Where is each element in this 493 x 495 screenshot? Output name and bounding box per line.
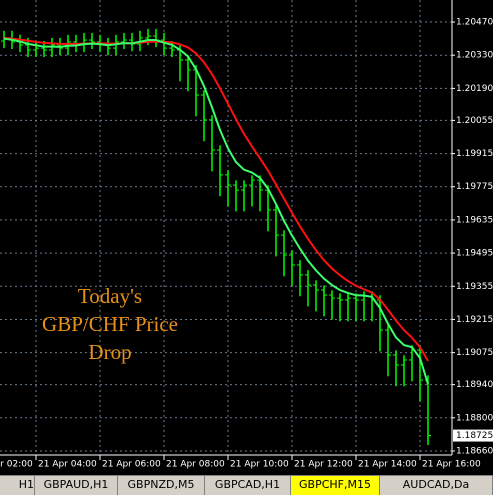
x-tick-label: 21 Apr 14:00 xyxy=(358,460,417,470)
annotation: GBP/CHF Price xyxy=(42,312,178,336)
y-tick-label: 1.20470 xyxy=(456,18,493,28)
tab[interactable]: AUDCAD,Da xyxy=(380,476,493,495)
ma-line xyxy=(3,36,429,362)
x-tick-label: 21 Apr 10:00 xyxy=(230,460,289,470)
y-tick-label: 1.19915 xyxy=(456,149,493,159)
y-tick-label: 1.20190 xyxy=(456,84,493,94)
y-tick-label: 1.18940 xyxy=(456,380,493,390)
current-price-label: 1.18725 xyxy=(456,431,493,441)
y-tick-label: 1.19075 xyxy=(456,348,493,358)
y-tick-label: 1.19775 xyxy=(456,182,493,192)
current-price-box xyxy=(453,429,493,442)
y-tick-label: 1.19495 xyxy=(456,249,493,259)
tab[interactable]: GBPAUD,H1 xyxy=(35,476,118,495)
x-tick-label: 21 Apr 08:00 xyxy=(166,460,225,470)
chart: 1.20470 1.20330 1.20190 1.20055 1.19915 1.197… xyxy=(0,0,493,475)
tab[interactable]: GBPNZD,M5 xyxy=(118,476,205,495)
y-tick-label: 1.19635 xyxy=(456,215,493,225)
y-tick-label: 1.18660 xyxy=(456,446,493,456)
tab[interactable]: GBPCAD,H1 xyxy=(205,476,291,495)
x-tick-label: 21 Apr 02:00 xyxy=(0,460,33,470)
x-tick-label: 21 Apr 16:00 xyxy=(422,460,481,470)
ma-line xyxy=(3,37,429,385)
annotation: Drop xyxy=(88,340,131,364)
annotation: Today's xyxy=(78,284,142,308)
y-tick-label: 1.19215 xyxy=(456,315,493,325)
y-tick-label: 1.19355 xyxy=(456,282,493,292)
chart-background xyxy=(0,0,493,475)
tab[interactable]: H1 xyxy=(0,476,35,495)
y-tick-label: 1.20330 xyxy=(456,51,493,61)
y-tick-label: 1.20055 xyxy=(456,116,493,126)
y-tick-label: 1.18800 xyxy=(456,413,493,423)
x-tick-label: 21 Apr 04:00 xyxy=(38,460,97,470)
x-tick-label: 21 Apr 06:00 xyxy=(102,460,161,470)
x-tick-label: 21 Apr 12:00 xyxy=(294,460,353,470)
tab-bar: H1 GBPAUD,H1 GBPNZD,M5 GBPCAD,H1 GBPCHF,M15 A… xyxy=(0,475,493,495)
tab[interactable]: GBPCHF,M15 xyxy=(291,476,380,495)
